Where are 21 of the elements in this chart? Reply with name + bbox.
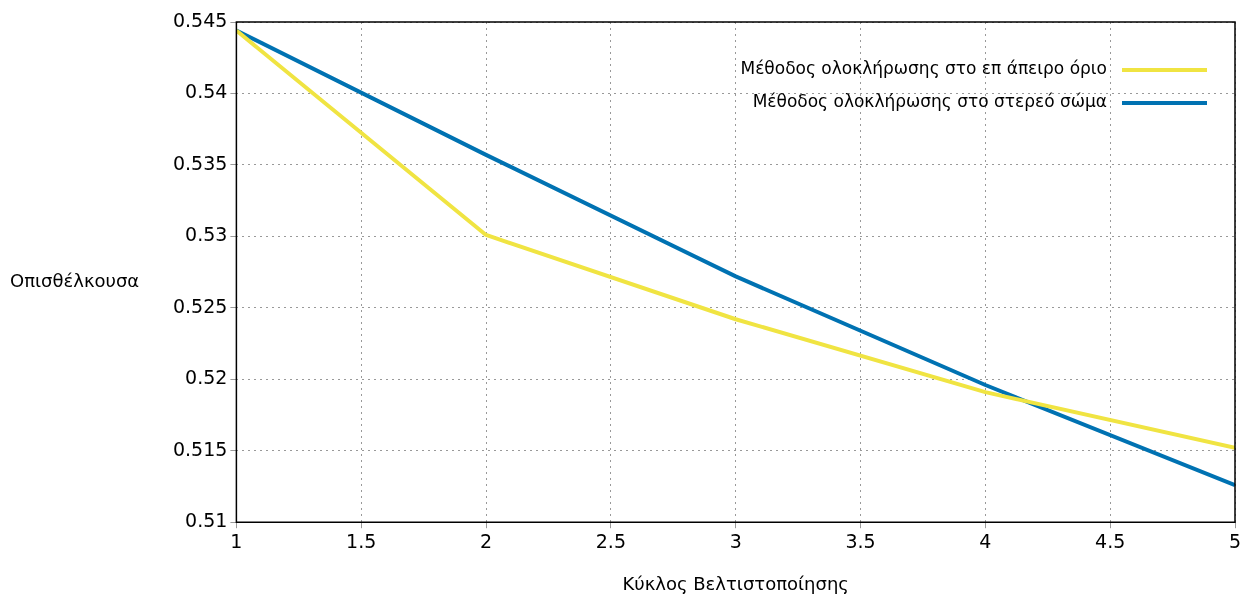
y-tick-label: 0.54 (185, 80, 228, 103)
y-tick-label: 0.53 (185, 223, 228, 246)
x-tick-label: 2 (480, 529, 493, 552)
x-tick-label: 3.5 (845, 529, 876, 552)
x-tick-label: 2.5 (595, 529, 626, 552)
x-tick-label: 1 (230, 529, 243, 552)
x-axis-title: Κύκλος Βελτιστοποίησης (622, 572, 849, 594)
y-tick-label: 0.535 (172, 151, 228, 174)
x-tick-label: 1.5 (346, 529, 377, 552)
y-tick-label: 0.525 (172, 294, 228, 317)
x-tick-label: 4.5 (1095, 529, 1126, 552)
y-tick-label: 0.515 (172, 437, 228, 460)
y-tick-label: 0.51 (185, 509, 228, 532)
legend-label: Μέθοδος ολοκλήρωσης στο στερεό σώμα (752, 91, 1107, 112)
y-tick-label: 0.52 (185, 366, 228, 389)
y-tick-label: 0.545 (172, 8, 228, 31)
y-axis-title: Οπισθέλκουσα (10, 269, 140, 291)
x-tick-label: 4 (979, 529, 992, 552)
x-tick-label: 3 (729, 529, 742, 552)
x-tick-label: 5 (1228, 529, 1242, 552)
legend-label: Μέθοδος ολοκλήρωσης στο επ άπειρο όριο (740, 58, 1107, 79)
